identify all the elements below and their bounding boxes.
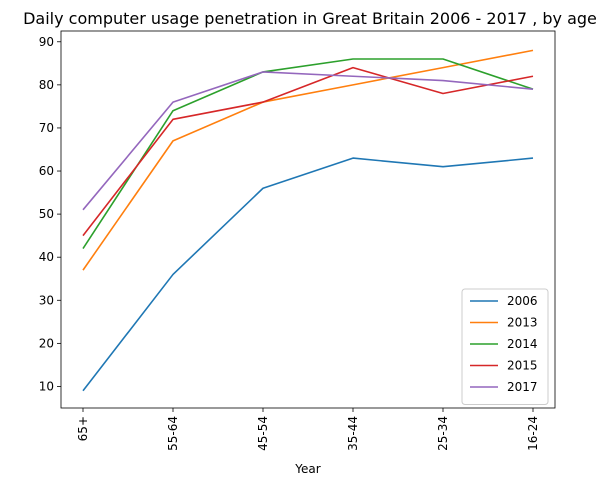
x-axis-label: Year <box>294 462 320 476</box>
series-line-2014 <box>82 58 534 250</box>
x-tick-label: 45-54 <box>256 416 270 451</box>
y-tick-label: 10 <box>39 379 54 393</box>
y-tick-label: 90 <box>39 35 54 49</box>
y-tick-label: 40 <box>39 250 54 264</box>
x-tick-label: 25-34 <box>436 416 450 451</box>
y-tick-label: 70 <box>39 121 54 135</box>
y-tick-label: 80 <box>39 78 54 92</box>
legend-box <box>461 288 549 405</box>
series-line-2017 <box>82 71 534 211</box>
series-line-2015 <box>82 66 534 237</box>
x-tick-label: 55-64 <box>166 416 180 451</box>
x-tick-label: 16-24 <box>526 416 540 451</box>
legend-label-2006: 2006 <box>507 294 538 308</box>
plot-area: 10 20 30 40 50 60 70 80 90 65+ 55-64 45-54 35-44 25-3… <box>39 30 556 451</box>
x-tick-label: 35-44 <box>346 416 360 451</box>
legend-label-2013: 2013 <box>507 316 538 330</box>
x-tick-label: 65+ <box>76 416 90 441</box>
y-tick-label: 20 <box>39 336 54 350</box>
series-line-2006 <box>82 157 534 392</box>
y-tick-label: 30 <box>39 293 54 307</box>
legend-label-2017: 2017 <box>507 380 538 394</box>
y-tick-label: 50 <box>39 207 54 221</box>
legend-label-2014: 2014 <box>507 337 538 351</box>
legend-label-2015: 2015 <box>507 359 538 373</box>
axes-frame <box>60 30 556 409</box>
chart-title: Daily computer usage penetration in Grea… <box>23 9 597 28</box>
y-tick-label: 60 <box>39 164 54 178</box>
